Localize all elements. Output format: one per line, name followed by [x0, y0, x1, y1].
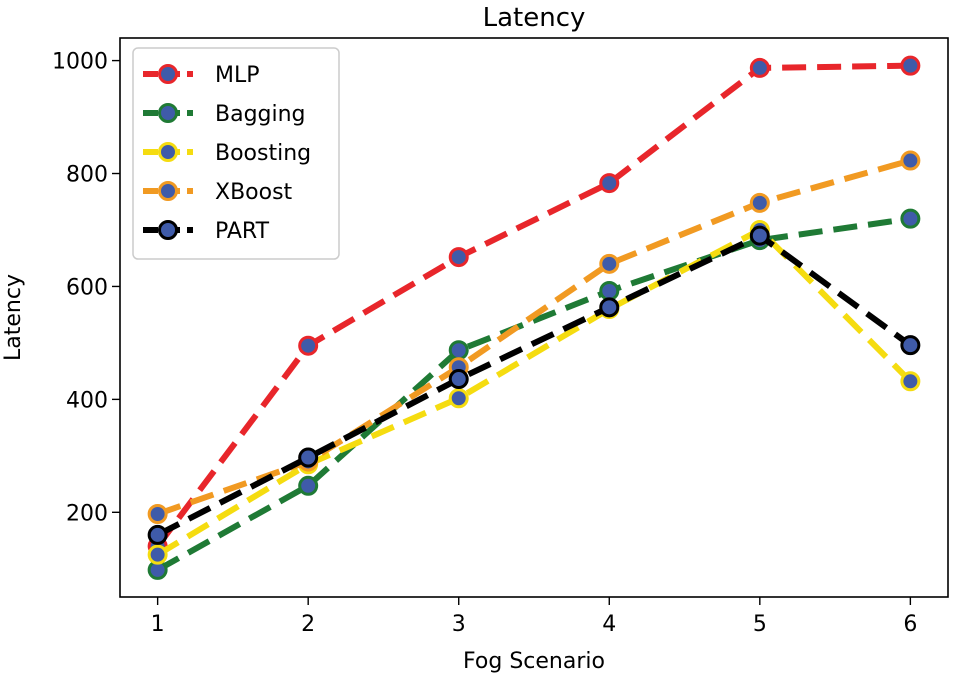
- data-point-part: [147, 524, 168, 545]
- y-tick-label: 800: [66, 163, 108, 188]
- y-tick-label: 600: [66, 275, 108, 300]
- x-tick-label: 3: [452, 612, 466, 637]
- legend-swatch-marker: [158, 103, 178, 123]
- data-point-mlp: [599, 173, 620, 194]
- y-tick-label: 1000: [52, 50, 108, 75]
- data-point-xboost: [147, 503, 168, 524]
- data-point-bagging: [900, 208, 921, 229]
- legend-entry-xboost: XBoost: [143, 180, 293, 205]
- data-point-part: [599, 297, 620, 318]
- plot-frame: [119, 37, 949, 598]
- data-point-part: [448, 369, 469, 390]
- data-point-xboost: [599, 253, 620, 274]
- x-axis-label: Fog Scenario: [463, 649, 605, 674]
- legend-entry-mlp: MLP: [143, 63, 260, 88]
- data-point-bagging: [298, 475, 319, 496]
- data-point-mlp: [298, 335, 319, 356]
- data-point-mlp: [900, 55, 921, 76]
- legend-swatch-marker: [158, 142, 178, 162]
- x-tick-label: 5: [753, 612, 767, 637]
- legend-label: XBoost: [215, 180, 293, 205]
- series-line-mlp: [155, 62, 911, 548]
- legend-entry-bagging: Bagging: [143, 102, 306, 127]
- series-line-part: [156, 232, 913, 538]
- legend-swatch-marker: [158, 64, 178, 84]
- series-bagging: [147, 208, 921, 580]
- legend-label: MLP: [215, 63, 260, 88]
- data-point-part: [900, 335, 921, 356]
- data-point-part: [298, 447, 319, 468]
- data-point-bagging: [599, 280, 620, 301]
- data-point-xboost: [900, 150, 921, 171]
- x-tick-label: 6: [903, 612, 917, 637]
- data-point-bagging: [448, 340, 469, 361]
- data-point-boosting: [147, 544, 168, 565]
- legend-box: [132, 47, 340, 260]
- legend-swatch-marker: [158, 181, 178, 201]
- y-tick-label: 200: [66, 501, 108, 526]
- series-line-xboost: [156, 157, 912, 517]
- legend-entry-part: PART: [143, 219, 270, 244]
- legend-label: Bagging: [215, 102, 306, 127]
- chart-title: Latency: [483, 3, 586, 33]
- y-tick-label: 400: [66, 388, 108, 413]
- x-tick-label: 2: [301, 612, 315, 637]
- data-point-xboost: [749, 192, 770, 213]
- series-layer: [147, 55, 921, 580]
- data-point-boosting: [900, 371, 921, 392]
- legend-label: PART: [215, 219, 270, 244]
- x-tick-label: 4: [602, 612, 616, 637]
- legend-label: Boosting: [215, 141, 311, 166]
- x-tick-label: 1: [151, 612, 165, 637]
- data-point-part: [749, 225, 770, 246]
- legend-entry-boosting: Boosting: [143, 141, 311, 166]
- legend: MLP Bagging Boosting XBoost PART: [132, 47, 340, 260]
- series-part: [147, 225, 921, 545]
- axis-ticks: 1 2 3 4 5 6 200 400 600 800 1000: [52, 50, 917, 637]
- legend-swatch-marker: [158, 220, 178, 240]
- y-axis-label: Latency: [1, 274, 26, 361]
- data-point-mlp: [448, 247, 469, 268]
- data-point-mlp: [749, 57, 770, 78]
- series-line-bagging: [156, 215, 911, 573]
- data-point-boosting: [448, 388, 469, 409]
